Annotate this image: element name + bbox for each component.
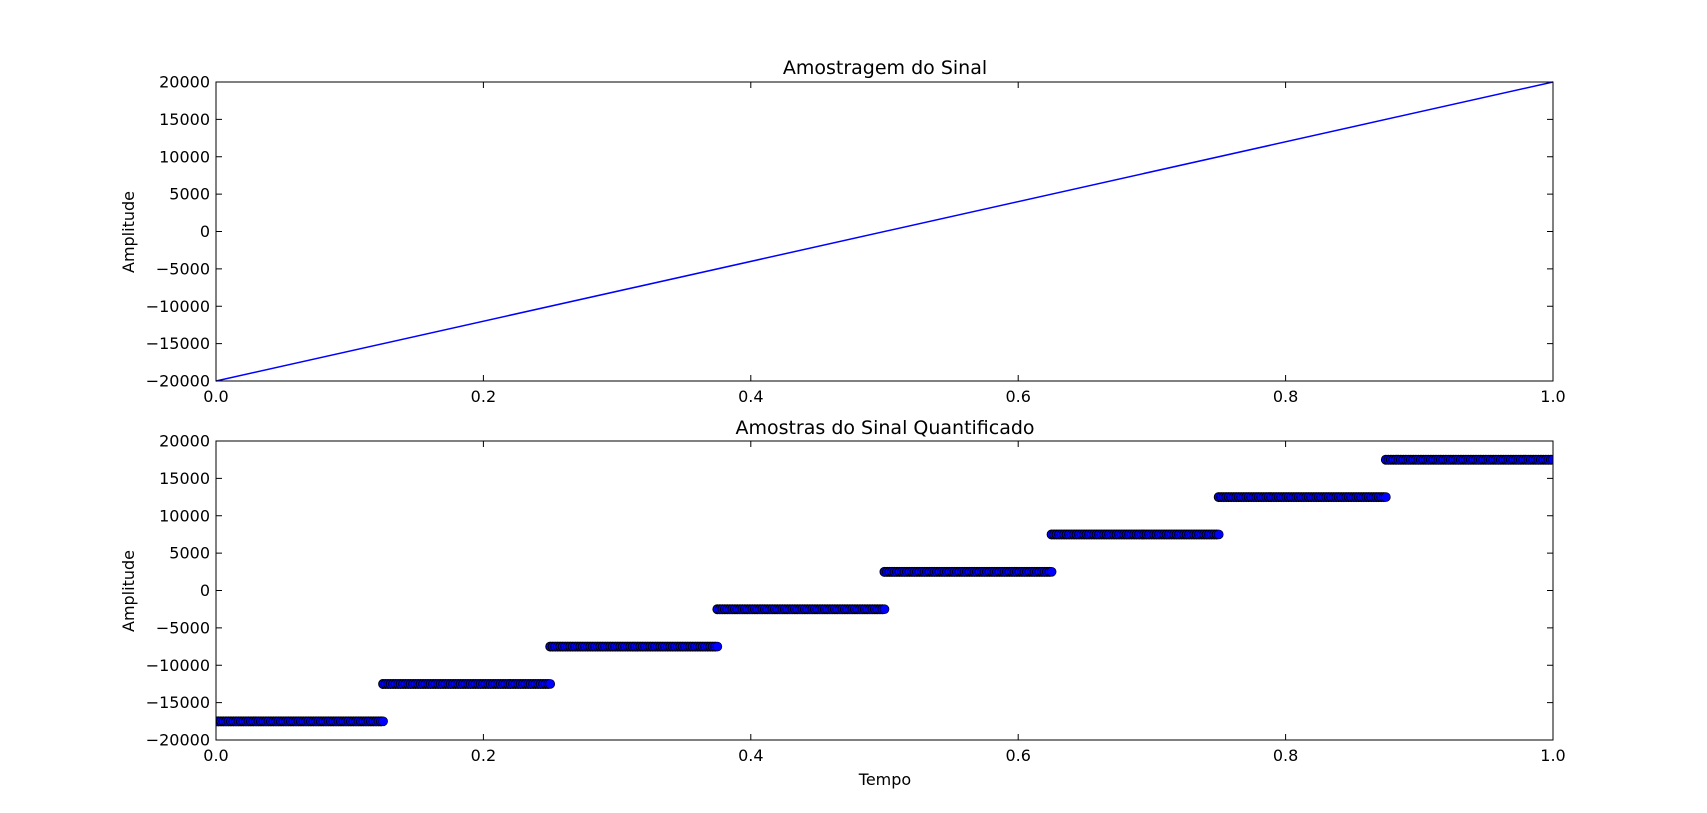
y-tick-label: −20000 xyxy=(146,372,210,391)
x-tick-label: 0.2 xyxy=(471,746,496,765)
y-tick-label: −5000 xyxy=(156,618,210,637)
y-tick-label: 10000 xyxy=(159,147,210,166)
y-tick-label: 20000 xyxy=(159,432,210,451)
plot-quantized: Amostras do Sinal Quantificado Amplitude… xyxy=(119,417,1566,789)
y-tick-label: 15000 xyxy=(159,469,210,488)
x-tick-label: 0.4 xyxy=(738,746,763,765)
scatter-point xyxy=(1381,492,1391,502)
scatter-point xyxy=(545,679,556,689)
scatter-point xyxy=(1213,529,1224,540)
y-tick-label: −10000 xyxy=(146,297,210,316)
x-tick-label: 0.6 xyxy=(1005,387,1030,406)
plot-sampling: Amostragem do Sinal Amplitude 0.0 0.2 0.4 0… xyxy=(119,57,1566,406)
x-tick-label: 1.0 xyxy=(1540,746,1565,765)
y-tick-label: 0 xyxy=(200,581,210,600)
x-tick-label: 0.8 xyxy=(1273,746,1298,765)
y-tick-label: −20000 xyxy=(146,731,210,750)
y-axis-label: Amplitude xyxy=(119,550,138,632)
axes-frame xyxy=(215,440,1554,741)
y-tick-label: 5000 xyxy=(169,544,210,563)
y-tick-label: −15000 xyxy=(146,334,210,353)
scatter-point xyxy=(1548,454,1553,465)
x-tick-label: 0.4 xyxy=(738,387,763,406)
scatter-point xyxy=(378,716,388,727)
y-tick-label: −5000 xyxy=(156,259,210,278)
series-line xyxy=(215,81,1554,382)
x-tick-label: 0.8 xyxy=(1273,387,1298,406)
x-axis-label: Tempo xyxy=(858,770,911,789)
y-tick-label: 20000 xyxy=(159,73,210,92)
x-tick-label: 1.0 xyxy=(1540,387,1565,406)
y-tick-label: −15000 xyxy=(146,693,210,712)
scatter-point xyxy=(1046,567,1057,577)
y-tick-label: 0 xyxy=(200,222,210,241)
axis-ticks: 0.0 0.2 0.4 0.6 0.8 1.0 20000 15000 10000 5000 0 −5… xyxy=(146,432,1566,766)
y-tick-label: 15000 xyxy=(159,110,210,129)
y-tick-label: 10000 xyxy=(159,506,210,525)
scatter-points xyxy=(216,454,1553,727)
x-tick-label: 0.2 xyxy=(471,387,496,406)
x-tick-label: 0.0 xyxy=(203,387,228,406)
plot-area xyxy=(215,81,1554,382)
plot-area xyxy=(216,454,1553,727)
x-tick-label: 0.0 xyxy=(203,746,228,765)
x-tick-label: 0.6 xyxy=(1005,746,1030,765)
axis-ticks: 0.0 0.2 0.4 0.6 0.8 1.0 20000 15000 10000 5000 0 −5… xyxy=(146,73,1566,407)
chart-title: Amostragem do Sinal xyxy=(783,57,987,79)
scatter-point xyxy=(879,604,890,614)
y-tick-label: −10000 xyxy=(146,656,210,675)
scatter-point xyxy=(712,641,723,652)
y-axis-label: Amplitude xyxy=(119,191,138,273)
chart-title: Amostras do Sinal Quantificado xyxy=(735,417,1034,439)
y-tick-label: 5000 xyxy=(169,185,210,204)
